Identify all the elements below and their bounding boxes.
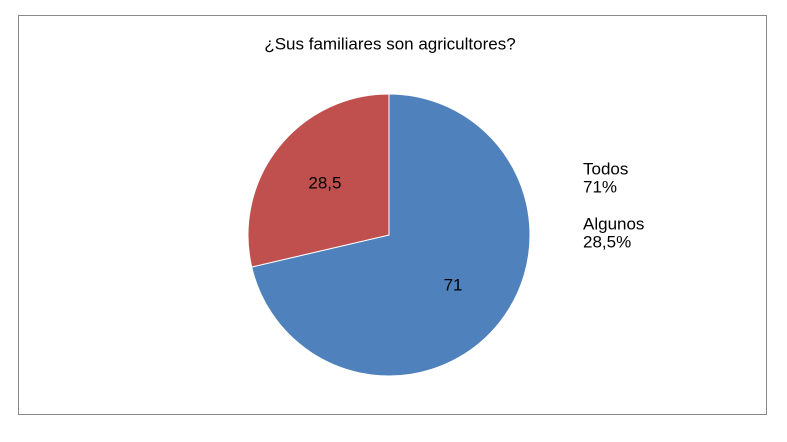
pie-slice — [247, 93, 390, 268]
pie-slice — [251, 93, 531, 377]
slice-label: 28,5 — [308, 174, 341, 193]
legend-label: Todos — [583, 159, 628, 178]
legend-percent: 71% — [583, 177, 617, 196]
legend-percent: 28,5% — [583, 232, 631, 251]
slice-label: 71 — [444, 275, 463, 294]
legend-label: Algunos — [583, 214, 644, 233]
chart-title: ¿Sus familiares son agricultores? — [264, 34, 515, 53]
